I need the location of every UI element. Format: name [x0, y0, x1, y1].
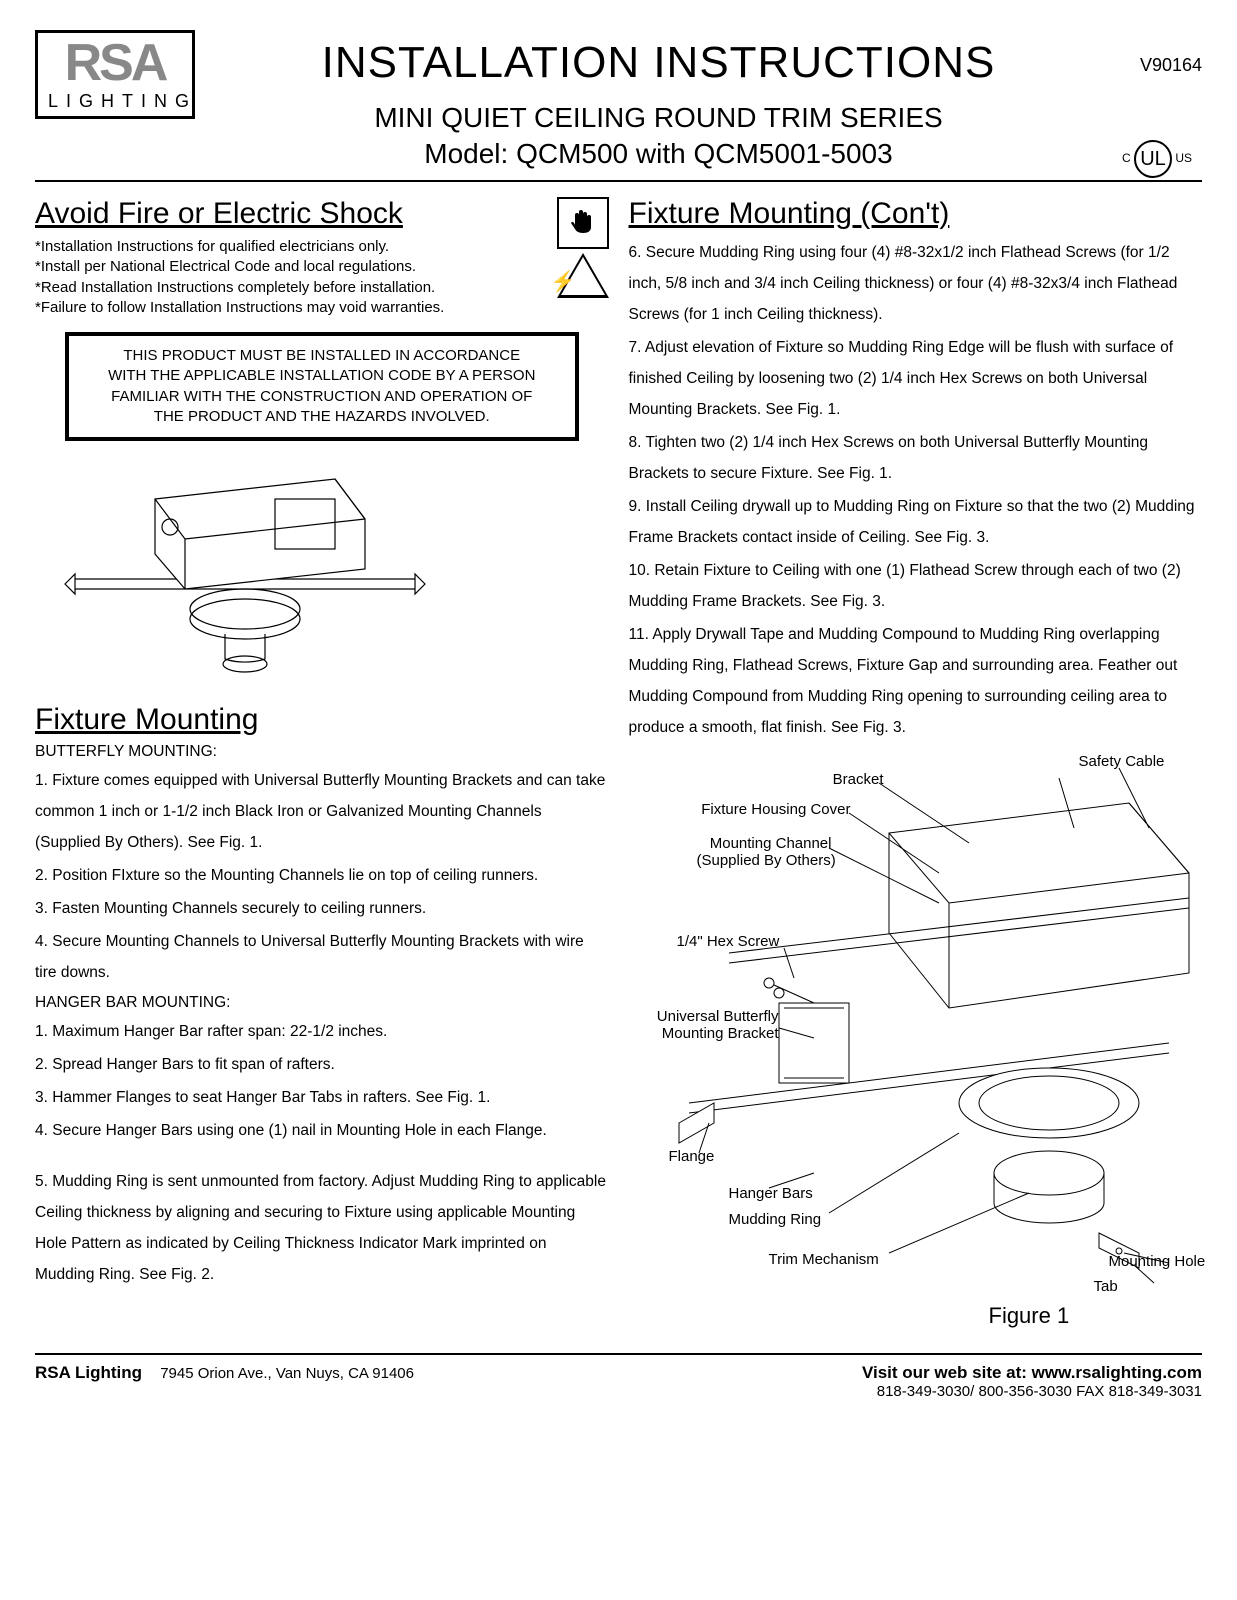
shock-warning-icon: ⚡ [557, 253, 609, 298]
step: 7. Adjust elevation of Fixture so Muddin… [629, 332, 1203, 425]
step: 4. Secure Mounting Channels to Universal… [35, 926, 609, 988]
logo-text-lighting: LIGHTING [48, 91, 182, 112]
compliance-notice: THIS PRODUCT MUST BE INSTALLED IN ACCORD… [65, 332, 579, 441]
figure-1-diagram: Safety Cable Bracket Fixture Housing Cov… [629, 753, 1203, 1333]
ul-circle: UL [1134, 140, 1172, 178]
hand-stop-icon [557, 197, 609, 249]
step: 1. Fixture comes equipped with Universal… [35, 765, 609, 858]
safety-line: *Install per National Electrical Code an… [35, 257, 549, 277]
label-flange: Flange [669, 1148, 715, 1165]
footer-right: Visit our web site at: www.rsalighting.c… [862, 1363, 1202, 1400]
label-mounting-channel: Mounting Channel (Supplied By Others) [697, 835, 832, 869]
step: 2. Position FIxture so the Mounting Chan… [35, 860, 609, 891]
ul-certification-icon: C UL US [1122, 140, 1192, 178]
step: 4. Secure Hanger Bars using one (1) nail… [35, 1115, 609, 1146]
safety-line: *Read Installation Instructions complete… [35, 278, 549, 298]
step: 11. Apply Drywall Tape and Mudding Compo… [629, 619, 1203, 743]
fixture-illustration [35, 459, 609, 679]
label-mounting-hole: Mounting Hole [1109, 1253, 1206, 1270]
label-safety-cable: Safety Cable [1079, 753, 1165, 770]
ul-right: US [1175, 151, 1192, 165]
label-trim-mechanism: Trim Mechanism [769, 1251, 879, 1268]
body-columns: Avoid Fire or Electric Shock *Installati… [35, 197, 1202, 1333]
step: 3. Hammer Flanges to seat Hanger Bar Tab… [35, 1082, 609, 1113]
model-line: Model: QCM500 with QCM5001-5003 [225, 138, 1092, 170]
footer-address: 7945 Orion Ave., Van Nuys, CA 91406 [160, 1365, 414, 1382]
butterfly-heading: BUTTERFLY MOUNTING: [35, 743, 609, 761]
step: 8. Tighten two (2) 1/4 inch Hex Screws o… [629, 427, 1203, 489]
step: 6. Secure Mudding Ring using four (4) #8… [629, 237, 1203, 330]
step: 1. Maximum Hanger Bar rafter span: 22-1/… [35, 1016, 609, 1047]
label-mudding-ring: Mudding Ring [729, 1211, 822, 1228]
step: 2. Spread Hanger Bars to fit span of raf… [35, 1049, 609, 1080]
label-bracket: Bracket [824, 771, 884, 788]
main-title: INSTALLATION INSTRUCTIONS [225, 38, 1092, 88]
label-housing-cover: Fixture Housing Cover [691, 801, 851, 818]
figure-caption: Figure 1 [989, 1303, 1070, 1329]
safety-line: *Failure to follow Installation Instruct… [35, 298, 549, 318]
logo-text-rsa: RSA [48, 41, 182, 85]
step: 3. Fasten Mounting Channels securely to … [35, 893, 609, 924]
footer-left: RSA Lighting 7945 Orion Ave., Van Nuys, … [35, 1363, 414, 1400]
footer: RSA Lighting 7945 Orion Ave., Van Nuys, … [35, 1353, 1202, 1400]
footer-phones: 818-349-3030/ 800-356-3030 FAX 818-349-3… [862, 1383, 1202, 1400]
warning-icons: ⚡ [557, 197, 609, 298]
hanger-heading: HANGER BAR MOUNTING: [35, 994, 609, 1012]
label-hex-screw: 1/4" Hex Screw [677, 933, 780, 950]
right-column: Fixture Mounting (Con't) 6. Secure Muddi… [629, 197, 1203, 1333]
mounting-cont-title: Fixture Mounting (Con't) [629, 197, 1203, 231]
subtitle: MINI QUIET CEILING ROUND TRIM SERIES [225, 102, 1092, 134]
header-titles: INSTALLATION INSTRUCTIONS MINI QUIET CEI… [225, 30, 1092, 170]
step: 9. Install Ceiling drywall up to Mudding… [629, 491, 1203, 553]
step: 10. Retain Fixture to Ceiling with one (… [629, 555, 1203, 617]
step: 5. Mudding Ring is sent unmounted from f… [35, 1166, 609, 1290]
mounting-title: Fixture Mounting [35, 703, 609, 737]
safety-section: Avoid Fire or Electric Shock *Installati… [35, 197, 609, 318]
safety-title: Avoid Fire or Electric Shock [35, 197, 549, 231]
doc-version: V90164 [1122, 55, 1202, 76]
left-column: Avoid Fire or Electric Shock *Installati… [35, 197, 609, 1333]
safety-line: *Installation Instructions for qualified… [35, 237, 549, 257]
label-tab: Tab [1094, 1278, 1118, 1295]
document-header: RSA LIGHTING INSTALLATION INSTRUCTIONS M… [35, 30, 1202, 182]
logo-box: RSA LIGHTING [35, 30, 195, 119]
footer-website: Visit our web site at: www.rsalighting.c… [862, 1363, 1202, 1383]
footer-company: RSA Lighting [35, 1363, 142, 1382]
ul-left: C [1122, 151, 1131, 165]
label-butterfly-bracket: Universal Butterfly Mounting Bracket [644, 1008, 779, 1042]
label-hanger-bars: Hanger Bars [729, 1185, 813, 1202]
